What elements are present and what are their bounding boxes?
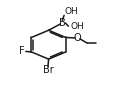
Text: F: F (19, 46, 25, 56)
Text: B: B (59, 18, 66, 28)
Text: OH: OH (71, 22, 85, 31)
Text: Br: Br (43, 65, 53, 74)
Text: OH: OH (65, 7, 78, 16)
Text: O: O (74, 33, 81, 43)
